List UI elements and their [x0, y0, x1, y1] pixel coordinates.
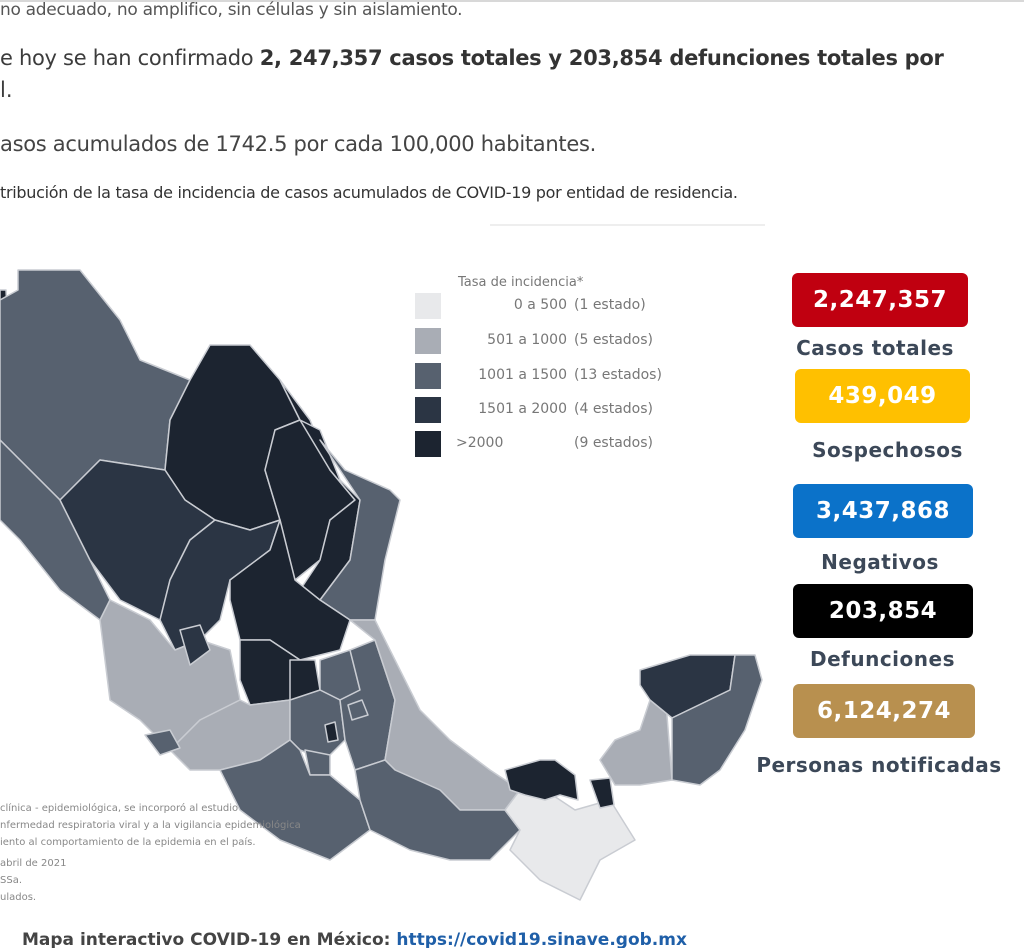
- state-tabasco: [504, 759, 579, 801]
- top-divider: [0, 0, 1024, 2]
- stat-sospechosos-label: Sospechosos: [812, 438, 963, 462]
- intro-text-line: no adecuado, no amplifico, sin células y…: [0, 0, 463, 20]
- divider: [490, 224, 765, 226]
- summary-tail: l.: [0, 78, 13, 102]
- stat-defunciones-value: 203,854: [793, 584, 973, 638]
- state-colima: [144, 729, 181, 756]
- legend-item: 0 a 500 (1 estado): [412, 293, 692, 319]
- legend-item: >2000 (9 estados): [412, 431, 692, 457]
- legend-range: 0 a 500: [513, 297, 567, 313]
- note-line: iento al comportamiento de la epidemia e…: [0, 837, 256, 848]
- legend-title: Tasa de incidencia*: [458, 275, 584, 290]
- legend-item: 1001 a 1500 (13 estados): [412, 363, 692, 389]
- legend-item: 1501 a 2000 (4 estados): [412, 397, 692, 423]
- state-tlaxcala: [347, 699, 369, 721]
- legend-swatch: [415, 363, 441, 389]
- stat-sospechosos-value: 439,049: [795, 369, 970, 423]
- footer-label: Mapa interactivo COVID-19 en México:: [22, 930, 397, 948]
- map-caption: tribución de la tasa de incidencia de ca…: [0, 183, 738, 202]
- state-tabasco-east: [589, 777, 615, 809]
- legend-count: (4 estados): [574, 401, 654, 417]
- state-chiapas: [504, 789, 636, 901]
- note-line: abril de 2021: [0, 858, 67, 869]
- note-line: SSa.: [0, 875, 23, 886]
- legend-range: 501 a 1000: [487, 332, 567, 348]
- summary-prefix: e hoy se han confirmado: [0, 46, 260, 70]
- map-notes: clínica - epidemiológica, se incorporó a…: [0, 800, 301, 906]
- stat-negativos-value: 3,437,868: [793, 484, 973, 538]
- stat-personas-notificadas-value: 6,124,274: [793, 684, 975, 738]
- legend-swatch: [415, 397, 441, 423]
- legend-range: 1501 a 2000: [478, 401, 567, 417]
- mexico-choropleth-map: [0, 269, 763, 901]
- legend-item: 501 a 1000 (5 estados): [412, 328, 692, 354]
- sinave-link[interactable]: https://covid19.sinave.gob.mx: [396, 930, 687, 948]
- legend-swatch: [415, 328, 441, 354]
- legend-count: (1 estado): [574, 297, 646, 313]
- stat-defunciones-label: Defunciones: [809, 647, 955, 671]
- state-aguascalientes: [179, 624, 211, 666]
- legend-count: (9 estados): [574, 435, 654, 451]
- stat-personas-notificadas-label: Personas notificadas: [756, 753, 1002, 777]
- legend-swatch: [415, 293, 441, 319]
- state-cdmx: [324, 721, 339, 743]
- note-line: ulados.: [0, 892, 37, 903]
- state-zacatecas: [159, 519, 281, 651]
- summary-bold: 2, 247,357 casos totales y 203,854 defun…: [259, 46, 944, 70]
- state-quintana-roo: [671, 654, 763, 786]
- interactive-map-footer: Mapa interactivo COVID-19 en México: htt…: [22, 930, 687, 948]
- state-guerrero: [219, 739, 371, 861]
- legend-range: >2000: [456, 435, 504, 451]
- legend-count: (5 estados): [574, 332, 654, 348]
- stat-negativos-label: Negativos: [821, 550, 939, 574]
- legend-swatch: [415, 431, 441, 457]
- note-line: nfermedad respiratoria viral y a la vigi…: [0, 820, 301, 831]
- stat-casos-totales-value: 2,247,357: [792, 273, 968, 327]
- stat-casos-totales-label: Casos totales: [796, 336, 954, 360]
- legend-range: 1001 a 1500: [478, 367, 567, 383]
- legend-count: (13 estados): [574, 367, 662, 383]
- incidence-text: asos acumulados de 1742.5 por cada 100,0…: [0, 132, 596, 156]
- confirmed-summary-text: e hoy se han confirmado 2, 247,357 casos…: [0, 46, 944, 70]
- note-line: clínica - epidemiológica, se incorporó a…: [0, 803, 239, 814]
